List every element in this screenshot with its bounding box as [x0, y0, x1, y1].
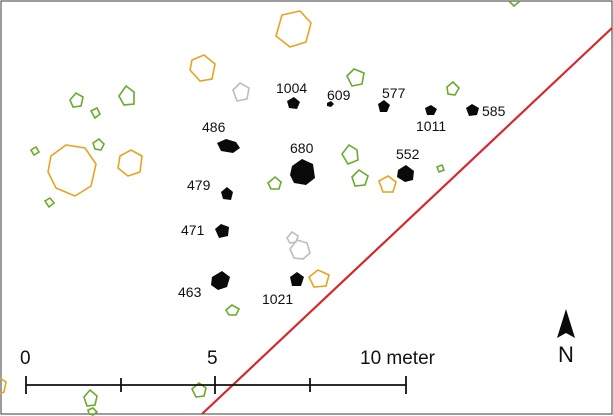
- north-arrow-icon: [557, 309, 575, 338]
- feature-labels: 1004 609 577 1011 585 486 680 552 479 47…: [178, 80, 506, 307]
- green-feature: [89, 106, 102, 120]
- green-feature: [435, 163, 446, 174]
- label-680: 680: [290, 140, 314, 156]
- label-486: 486: [202, 119, 226, 135]
- green-feature: [267, 175, 282, 190]
- orange-feature: [275, 10, 312, 48]
- orange-feature: [117, 149, 143, 177]
- green-feature: [446, 80, 460, 96]
- label-1021: 1021: [262, 291, 293, 307]
- green-feature: [118, 84, 135, 106]
- posthole-585: [466, 104, 479, 116]
- orange-feature: [378, 175, 397, 193]
- label-479: 479: [187, 177, 211, 193]
- scale-label-5: 5: [207, 348, 218, 369]
- green-feature: [83, 388, 98, 407]
- label-1004: 1004: [276, 80, 307, 96]
- green-feature: [351, 168, 369, 187]
- grey-feature: [289, 239, 311, 260]
- label-577: 577: [382, 85, 406, 101]
- green-feature: [43, 196, 56, 209]
- outline-features: [0, 0, 521, 416]
- green-feature: [29, 145, 41, 157]
- label-609: 609: [327, 87, 351, 103]
- green-feature: [346, 68, 365, 87]
- posthole-1004: [287, 97, 300, 109]
- scale-label-0: 0: [20, 348, 31, 369]
- trench-line: [201, 27, 613, 415]
- numbered-features: [211, 97, 479, 290]
- green-feature: [341, 143, 359, 165]
- label-1011: 1011: [416, 118, 446, 134]
- label-585: 585: [482, 103, 506, 119]
- green-feature: [224, 304, 241, 316]
- green-feature: [191, 381, 207, 398]
- scale-label-10: 10 meter: [360, 348, 436, 369]
- label-471: 471: [181, 222, 205, 238]
- green-feature: [92, 137, 105, 151]
- grey-feature: [232, 82, 250, 102]
- scale-bar: 0 5 10 meter: [20, 348, 436, 394]
- green-feature: [69, 91, 84, 108]
- posthole-552: [397, 165, 414, 182]
- posthole-577: [378, 100, 390, 112]
- posthole-609: [327, 101, 334, 107]
- posthole-486: [217, 139, 240, 153]
- posthole-1021: [290, 272, 304, 286]
- posthole-1011: [425, 105, 437, 115]
- label-552: 552: [396, 146, 420, 162]
- orange-feature: [47, 144, 97, 197]
- north-label: N: [558, 342, 574, 367]
- orange-feature: [0, 377, 7, 395]
- posthole-680: [290, 159, 315, 185]
- grey-feature: [286, 230, 299, 244]
- green-feature: [87, 407, 99, 416]
- orange-feature: [307, 269, 330, 288]
- orange-feature: [189, 54, 216, 82]
- posthole-471: [215, 224, 229, 238]
- north-arrow: N: [557, 309, 575, 367]
- posthole-479: [221, 187, 233, 200]
- posthole-463: [211, 271, 230, 290]
- label-463: 463: [178, 284, 202, 300]
- green-feature: [508, 0, 521, 8]
